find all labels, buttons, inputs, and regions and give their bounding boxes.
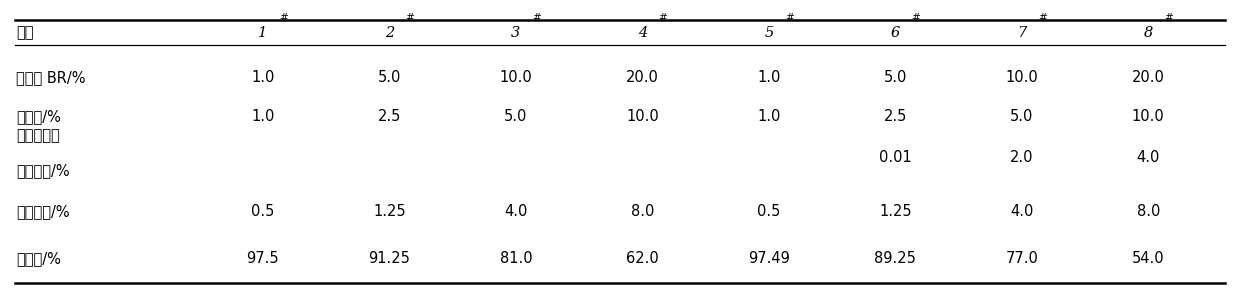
Text: 10.0: 10.0 bbox=[500, 70, 532, 85]
Text: 20.0: 20.0 bbox=[1132, 70, 1164, 85]
Text: 1.25: 1.25 bbox=[373, 204, 405, 219]
Text: 4: 4 bbox=[637, 26, 647, 40]
Text: 1.0: 1.0 bbox=[252, 70, 274, 85]
Text: 2.5: 2.5 bbox=[378, 109, 401, 124]
Text: 0.5: 0.5 bbox=[252, 204, 274, 219]
Text: 硬化黑 BR/%: 硬化黑 BR/% bbox=[16, 70, 86, 85]
Text: #: # bbox=[279, 13, 288, 23]
Text: 8.0: 8.0 bbox=[1137, 204, 1159, 219]
Text: 54.0: 54.0 bbox=[1132, 251, 1164, 266]
Text: 磷酸四钓/%: 磷酸四钓/% bbox=[16, 163, 69, 178]
Text: 2.0: 2.0 bbox=[1011, 150, 1033, 165]
Text: #: # bbox=[658, 13, 667, 23]
Text: 2: 2 bbox=[384, 26, 394, 40]
Text: 20.0: 20.0 bbox=[626, 70, 658, 85]
Text: 5.0: 5.0 bbox=[505, 109, 527, 124]
Text: 羟基乙叉二: 羟基乙叉二 bbox=[16, 128, 60, 143]
Text: 4.0: 4.0 bbox=[1137, 150, 1159, 165]
Text: 91.25: 91.25 bbox=[368, 251, 410, 266]
Text: 7: 7 bbox=[1017, 26, 1027, 40]
Text: 89.25: 89.25 bbox=[874, 251, 916, 266]
Text: 8: 8 bbox=[1143, 26, 1153, 40]
Text: 1: 1 bbox=[258, 26, 268, 40]
Text: #: # bbox=[1164, 13, 1173, 23]
Text: 4.0: 4.0 bbox=[505, 204, 527, 219]
Text: 葡萄糖/%: 葡萄糖/% bbox=[16, 109, 61, 124]
Text: #: # bbox=[785, 13, 794, 23]
Text: 0.5: 0.5 bbox=[758, 204, 780, 219]
Text: #: # bbox=[911, 13, 920, 23]
Text: 4.0: 4.0 bbox=[1011, 204, 1033, 219]
Text: 3: 3 bbox=[511, 26, 521, 40]
Text: 2.5: 2.5 bbox=[884, 109, 906, 124]
Text: 1.0: 1.0 bbox=[758, 70, 780, 85]
Text: #: # bbox=[1038, 13, 1047, 23]
Text: 1.0: 1.0 bbox=[758, 109, 780, 124]
Text: #: # bbox=[532, 13, 541, 23]
Text: 5: 5 bbox=[764, 26, 774, 40]
Text: 97.5: 97.5 bbox=[247, 251, 279, 266]
Text: 10.0: 10.0 bbox=[1006, 70, 1038, 85]
Text: 8.0: 8.0 bbox=[631, 204, 653, 219]
Text: 97.49: 97.49 bbox=[748, 251, 790, 266]
Text: 0.01: 0.01 bbox=[879, 150, 911, 165]
Text: 10.0: 10.0 bbox=[626, 109, 658, 124]
Text: #: # bbox=[405, 13, 414, 23]
Text: 6: 6 bbox=[890, 26, 900, 40]
Text: 5.0: 5.0 bbox=[884, 70, 906, 85]
Text: 77.0: 77.0 bbox=[1006, 251, 1038, 266]
Text: 81.0: 81.0 bbox=[500, 251, 532, 266]
Text: 62.0: 62.0 bbox=[626, 251, 658, 266]
Text: 序号: 序号 bbox=[16, 25, 33, 40]
Text: 自来水/%: 自来水/% bbox=[16, 251, 61, 266]
Text: 1.25: 1.25 bbox=[879, 204, 911, 219]
Text: 氢氧化钓/%: 氢氧化钓/% bbox=[16, 204, 69, 219]
Text: 5.0: 5.0 bbox=[378, 70, 401, 85]
Text: 10.0: 10.0 bbox=[1132, 109, 1164, 124]
Text: 1.0: 1.0 bbox=[252, 109, 274, 124]
Text: 5.0: 5.0 bbox=[1011, 109, 1033, 124]
